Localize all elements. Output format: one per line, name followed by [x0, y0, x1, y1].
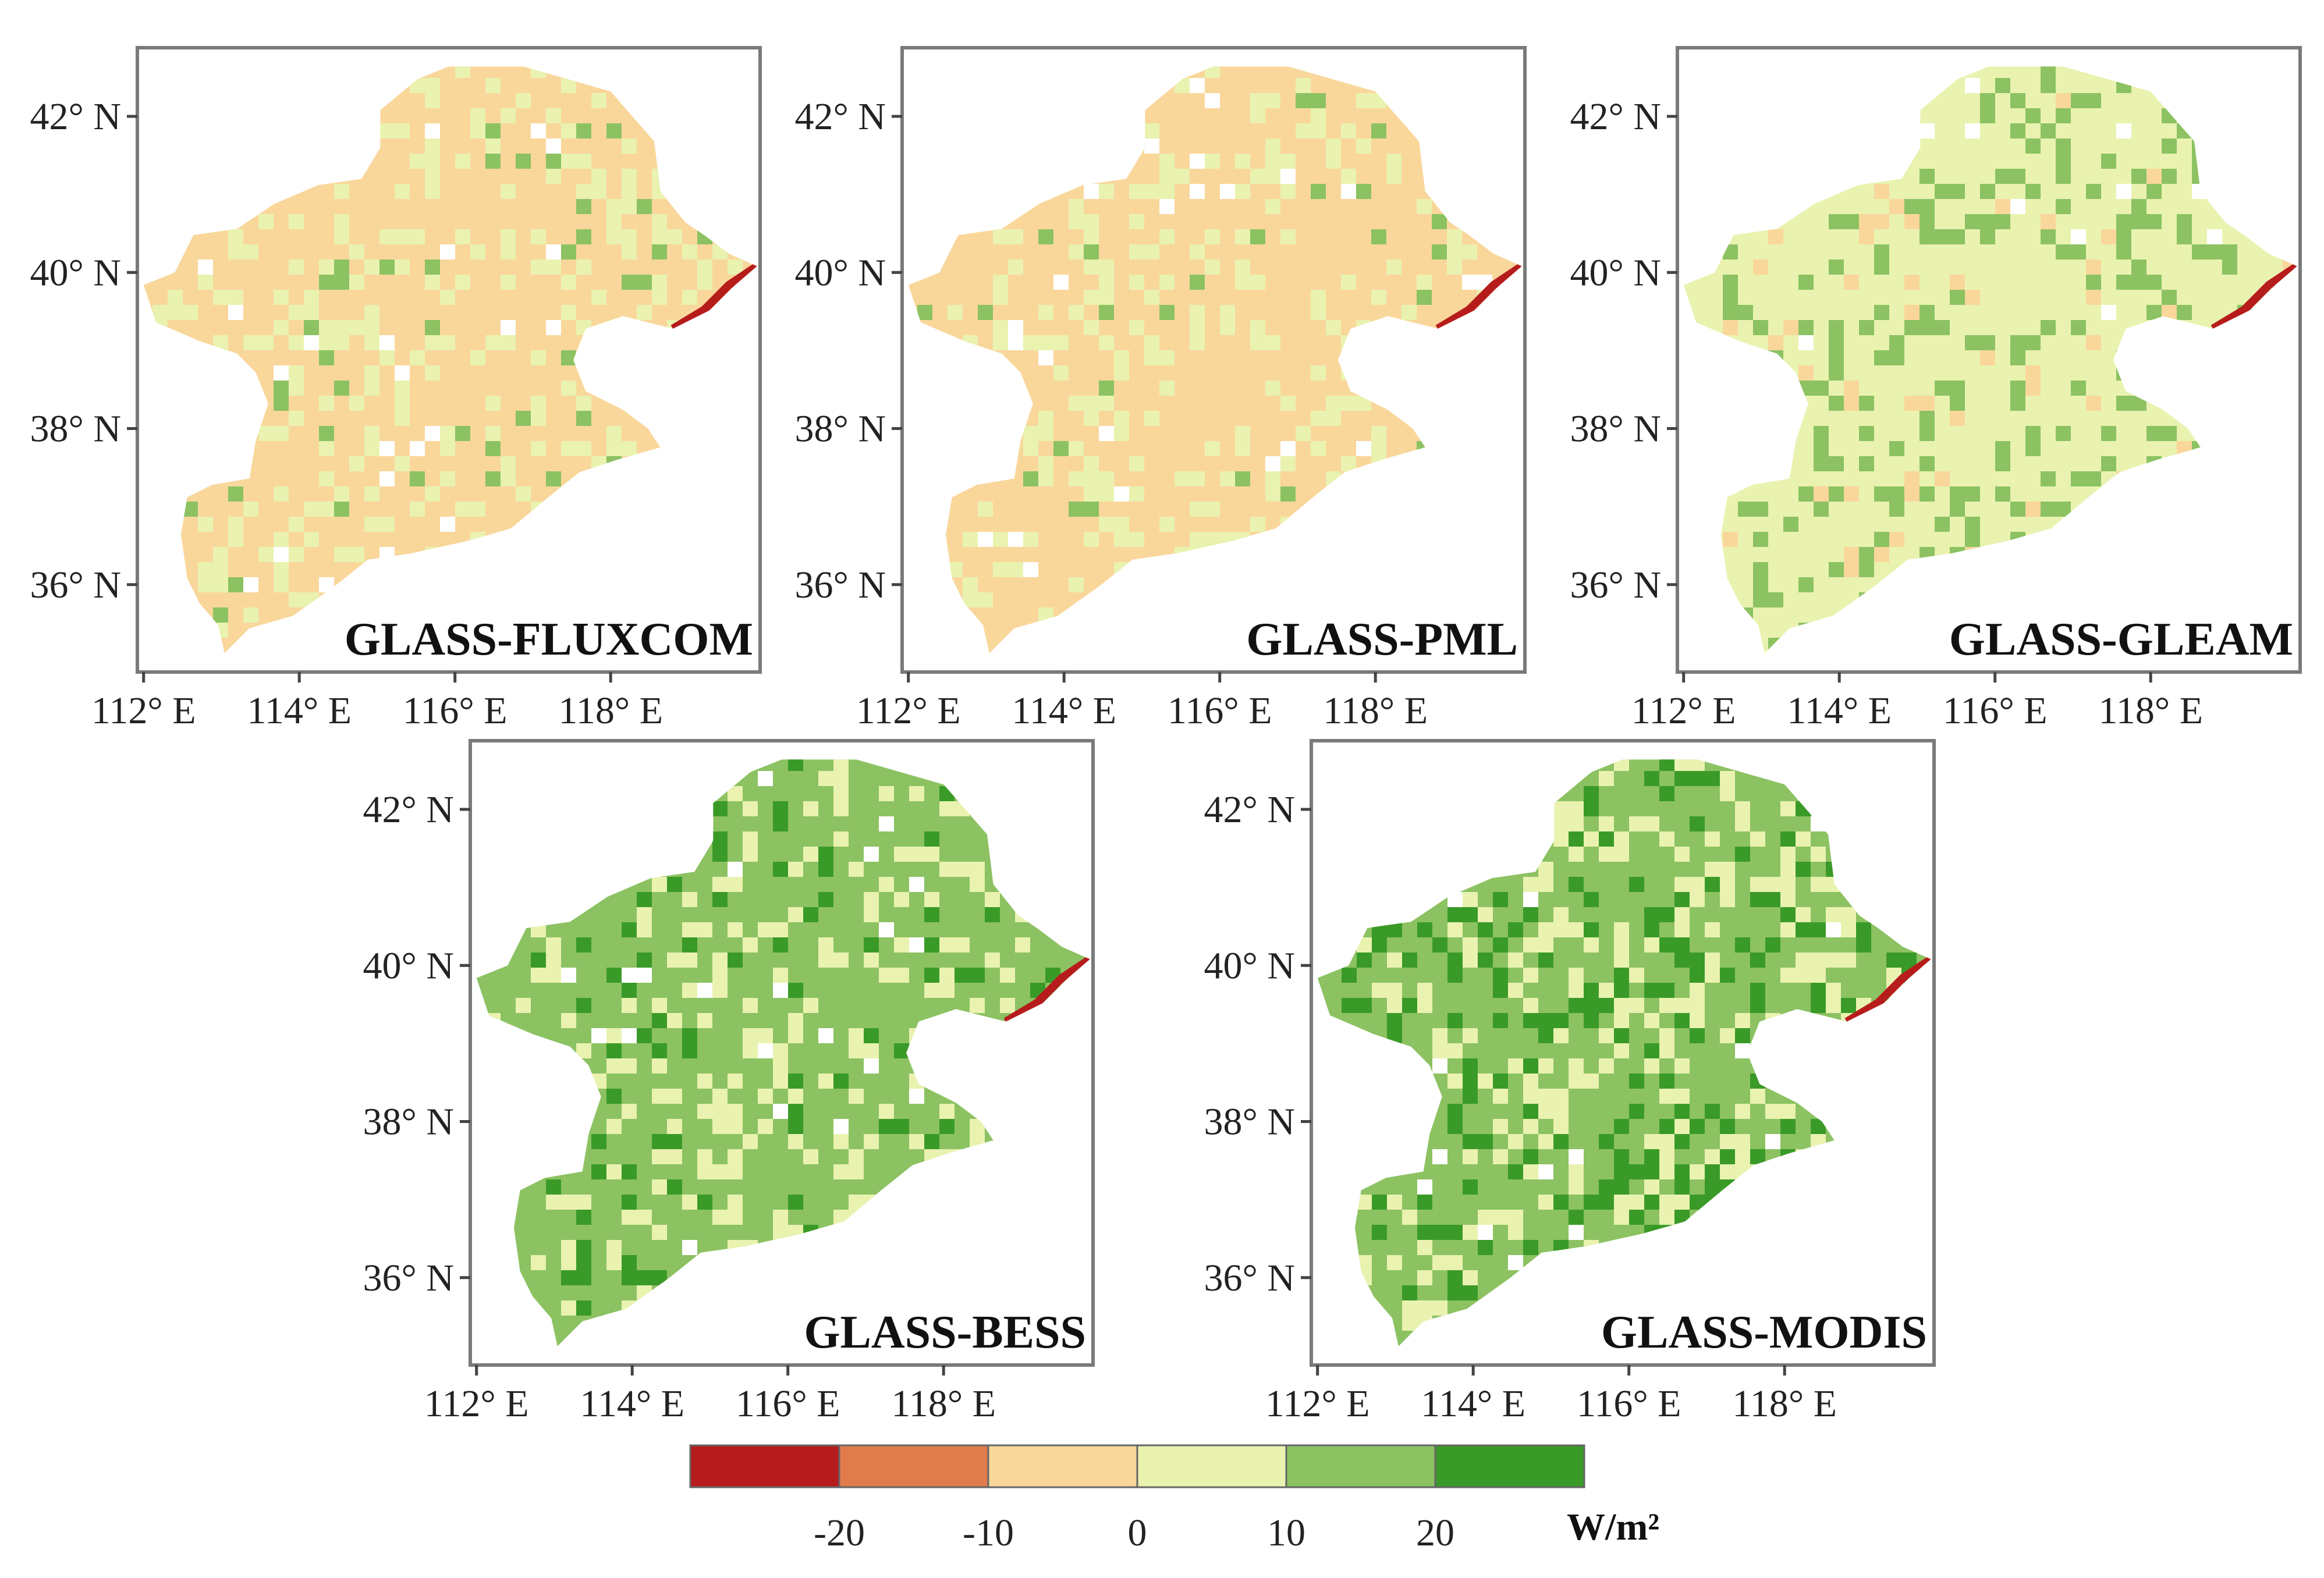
panel-title: GLASS-FLUXCOM [345, 614, 753, 665]
map-raster [476, 759, 1090, 1346]
legend-label: 10 [1267, 1512, 1305, 1554]
panel-glass-bess: GLASS-BESS 42° N 40° N 38° N 36° N 112° E 114… [363, 739, 1095, 1425]
x-tick-label: 116° E [1943, 690, 2048, 732]
y-tick-label: 38° N [1204, 1101, 1295, 1143]
y-tick-label: 36° N [30, 564, 121, 606]
panel-title: GLASS-GLEAM [1949, 614, 2293, 665]
y-tick-label: 40° N [363, 944, 454, 987]
panel-frame [469, 739, 1095, 1367]
y-tick-label: 40° N [1204, 944, 1295, 987]
x-tick-label: 116° E [736, 1382, 840, 1425]
y-tick-label: 38° N [363, 1101, 454, 1143]
panel-glass-pml: GLASS-PML 42° N 40° N 38° N 36° N 112° E 114°… [794, 46, 1527, 732]
x-tick-label: 118° E [1732, 1382, 1837, 1425]
x-tick-label: 114° E [1787, 690, 1892, 732]
y-tick-label: 42° N [1204, 788, 1295, 831]
legend-swatch [689, 1444, 840, 1488]
x-tick-label: 118° E [891, 1382, 996, 1425]
y-tick-label: 36° N [363, 1257, 454, 1299]
panel-glass-fluxcom: GLASS-FLUXCOM 42° N 40° N 38° N 36° N 112° E… [30, 46, 762, 732]
x-tick-label: 112° E [424, 1382, 529, 1425]
legend-label: -10 [963, 1512, 1014, 1554]
x-tick-label: 112° E [91, 690, 196, 732]
y-tick-label: 36° N [1570, 564, 1661, 606]
y-tick-label: 42° N [363, 788, 454, 831]
legend-label: 20 [1416, 1512, 1454, 1554]
region-base [908, 66, 1522, 653]
y-tick-label: 36° N [1204, 1257, 1295, 1299]
panel-title: GLASS-PML [1246, 614, 1518, 665]
y-tick-label: 42° N [30, 95, 121, 138]
y-tick-label: 40° N [794, 251, 886, 294]
x-tick-label: 116° E [1577, 1382, 1681, 1425]
panel-glass-modis: GLASS-MODIS 42° N 40° N 38° N 36° N 112° E 11… [1204, 739, 1936, 1425]
panel-frame [900, 46, 1527, 674]
y-tick-label: 36° N [794, 564, 886, 606]
y-tick-label: 42° N [1570, 95, 1661, 138]
y-tick-label: 38° N [30, 408, 121, 450]
legend-swatch [1434, 1444, 1585, 1488]
legend-label: 0 [1128, 1512, 1147, 1554]
x-tick-label: 118° E [1323, 690, 1428, 732]
y-tick-label: 38° N [1570, 408, 1661, 450]
x-tick-label: 112° E [1631, 690, 1736, 732]
panel-title: GLASS-MODIS [1601, 1307, 1927, 1358]
map-raster [1683, 66, 2297, 653]
panel-title: GLASS-BESS [804, 1307, 1086, 1358]
map-raster [908, 66, 1522, 653]
y-tick-label: 40° N [1570, 251, 1661, 294]
x-tick-label: 118° E [2098, 690, 2203, 732]
x-tick-label: 114° E [1012, 690, 1116, 732]
legend-unit: W/m² [1567, 1506, 1659, 1548]
legend-label: -20 [814, 1512, 865, 1554]
x-tick-label: 118° E [558, 690, 663, 732]
map-raster [1317, 759, 1931, 1346]
x-tick-label: 114° E [1421, 1382, 1525, 1425]
y-tick-label: 38° N [794, 408, 886, 450]
map-raster [143, 66, 757, 653]
region-base [143, 66, 757, 653]
x-tick-label: 112° E [1265, 1382, 1370, 1425]
x-tick-label: 114° E [580, 1382, 684, 1425]
panel-glass-gleam: GLASS-GLEAM 42° N 40° N 38° N 36° N 112° E 11… [1570, 46, 2302, 732]
legend-swatch [987, 1444, 1138, 1488]
panel-frame [136, 46, 762, 674]
x-tick-label: 116° E [1168, 690, 1272, 732]
x-tick-label: 112° E [856, 690, 961, 732]
legend-swatch [1136, 1444, 1287, 1488]
x-tick-label: 116° E [403, 690, 508, 732]
legend-swatch [1285, 1444, 1436, 1488]
panel-frame [1310, 739, 1936, 1367]
y-tick-label: 40° N [30, 251, 121, 294]
x-tick-label: 114° E [247, 690, 352, 732]
y-tick-label: 42° N [794, 95, 886, 138]
color-legend: -20 -10 0 10 20 W/m² [689, 1444, 1659, 1554]
legend-swatch [838, 1444, 989, 1488]
panel-frame [1676, 46, 2302, 674]
